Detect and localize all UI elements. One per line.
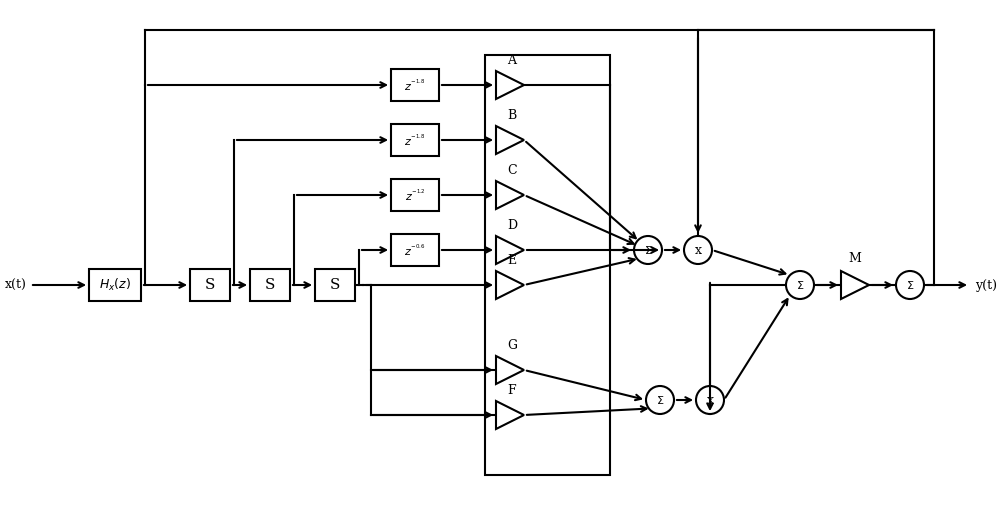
- Bar: [391, 124, 439, 156]
- Text: C: C: [507, 164, 517, 177]
- Bar: [250, 269, 290, 301]
- Polygon shape: [496, 71, 524, 99]
- Polygon shape: [496, 126, 524, 154]
- Bar: [391, 69, 439, 101]
- Text: M: M: [849, 252, 861, 265]
- Text: S: S: [205, 278, 215, 292]
- Text: x: x: [694, 243, 702, 256]
- Text: x(t): x(t): [5, 279, 27, 292]
- Text: D: D: [507, 219, 517, 232]
- Text: S: S: [265, 278, 275, 292]
- Text: F: F: [508, 384, 516, 397]
- Text: $z^{^{-0.6}}$: $z^{^{-0.6}}$: [404, 242, 426, 257]
- Polygon shape: [496, 271, 524, 299]
- Text: $z^{^{-1.2}}$: $z^{^{-1.2}}$: [405, 187, 425, 203]
- Bar: [190, 269, 230, 301]
- Bar: [485, 55, 610, 475]
- Polygon shape: [841, 271, 869, 299]
- Bar: [89, 269, 141, 301]
- Circle shape: [896, 271, 924, 299]
- Polygon shape: [496, 181, 524, 209]
- Text: A: A: [508, 54, 516, 67]
- Text: S: S: [330, 278, 340, 292]
- Text: $z^{^{-1.8}}$: $z^{^{-1.8}}$: [404, 77, 426, 93]
- Text: $\Sigma$: $\Sigma$: [906, 279, 914, 291]
- Text: $z^{^{-1.8}}$: $z^{^{-1.8}}$: [404, 133, 426, 148]
- Text: $\Sigma$: $\Sigma$: [796, 279, 804, 291]
- Circle shape: [696, 386, 724, 414]
- Bar: [391, 234, 439, 266]
- Text: $\Sigma$: $\Sigma$: [644, 244, 652, 256]
- Text: $H_x(z)$: $H_x(z)$: [99, 277, 131, 293]
- Text: G: G: [507, 339, 517, 352]
- Polygon shape: [496, 356, 524, 384]
- Circle shape: [684, 236, 712, 264]
- Text: y(t): y(t): [975, 279, 997, 292]
- Circle shape: [634, 236, 662, 264]
- Bar: [391, 179, 439, 211]
- Text: B: B: [507, 109, 517, 122]
- Text: $\Sigma$: $\Sigma$: [656, 394, 664, 406]
- Polygon shape: [496, 236, 524, 264]
- Bar: [315, 269, 355, 301]
- Text: E: E: [507, 254, 517, 267]
- Circle shape: [786, 271, 814, 299]
- Polygon shape: [496, 401, 524, 429]
- Text: x: x: [706, 394, 714, 407]
- Circle shape: [646, 386, 674, 414]
